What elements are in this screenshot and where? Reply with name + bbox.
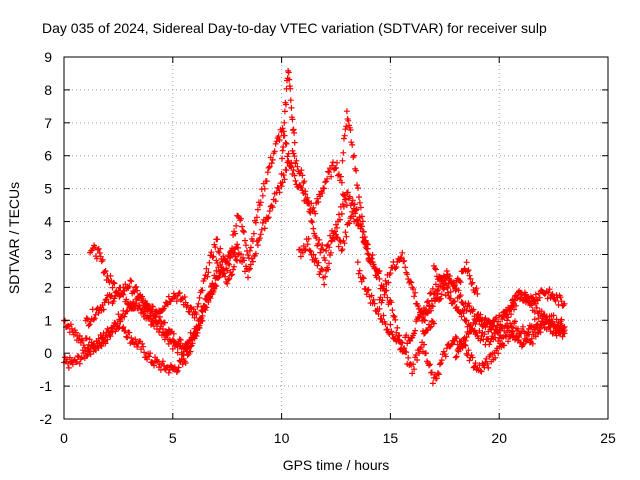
data-point-marks [452,311,568,361]
y-tick-labels: -2 -1 0 1 2 3 4 5 6 7 8 9 [40,49,53,427]
series-track-1 [61,241,242,355]
y-tick-label: 7 [44,115,52,131]
y-tick-label: -1 [40,378,53,394]
chart-title: Day 035 of 2024, Sidereal Day-to-day VTE… [42,20,547,36]
plot-frame [63,56,609,420]
x-tick-label: 25 [600,430,616,446]
series-track-6 [213,147,372,287]
data-point-marks [213,147,372,287]
data-point-marks [61,241,242,355]
data-point-marks [278,67,298,177]
y-tick-label: 1 [44,312,52,328]
series-track-9 [339,108,437,377]
y-tick-label: 3 [44,246,52,262]
x-tick-labels: 0 5 10 15 20 25 [60,430,616,446]
y-tick-label: 5 [44,181,52,197]
x-tick-label: 5 [169,430,177,446]
data-point-marks [61,267,220,376]
series-track-2 [61,267,220,376]
y-tick-label: 4 [44,214,52,230]
series-track-7 [278,67,298,177]
y-tick-label: 6 [44,148,52,164]
series-track-5 [191,125,350,321]
series-track-4 [82,277,198,329]
x-tick-label: 20 [491,430,507,446]
data-point-marks [191,125,350,321]
series-track-14 [452,311,568,361]
y-axis-label: SDTVAR / TECUs [6,182,22,294]
x-tick-label: 0 [60,430,68,446]
y-tick-label: -2 [40,411,53,427]
x-tick-label: 15 [383,430,399,446]
data-point-marks [82,277,198,329]
axis-ticks [63,56,609,420]
y-tick-label: 0 [44,345,52,361]
y-tick-label: 2 [44,279,52,295]
data-point-marks [339,108,437,377]
y-tick-label: 8 [44,82,52,98]
x-axis-label: GPS time / hours [283,457,390,473]
y-tick-label: 9 [44,49,52,65]
x-tick-label: 10 [274,430,290,446]
data-marks [61,67,568,387]
